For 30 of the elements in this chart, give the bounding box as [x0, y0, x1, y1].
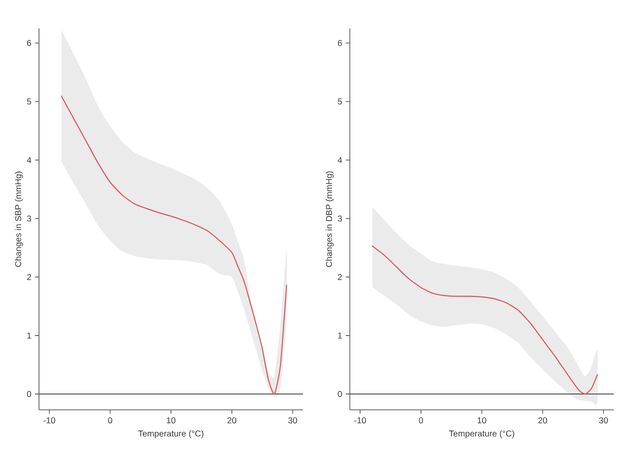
y-axis-title: Changes in SBP (mmHg) [14, 172, 23, 267]
x-tick-label: 20 [538, 417, 548, 424]
x-tick-label: -10 [44, 417, 56, 424]
y-tick-label: 5 [27, 98, 32, 105]
x-tick-label: 0 [108, 417, 112, 424]
y-tick-label: 3 [27, 215, 32, 222]
line-series [372, 245, 598, 395]
line-series [60, 96, 288, 395]
x-tick-label: 30 [599, 417, 608, 424]
x-axis-title: Temperature (°C) [138, 430, 204, 438]
y-tick-label: 0 [338, 390, 342, 398]
y-axis-title: Changes in DBP (mmHg) [326, 171, 334, 267]
y-tick-label: 5 [338, 98, 342, 105]
y-tick-label: 6 [338, 40, 342, 46]
y-tick-label: 2 [338, 274, 342, 280]
y-tick-label: 4 [26, 157, 32, 163]
x-tick-label: -10 [354, 417, 366, 424]
x-tick-label: 0 [418, 417, 424, 424]
y-tick-label: 6 [27, 40, 32, 46]
y-tick-label: 2 [27, 274, 32, 280]
y-tick-label: 1 [27, 332, 32, 338]
x-tick-label: 20 [228, 417, 236, 424]
x-tick-label: 10 [166, 417, 176, 424]
x-tick-label: 30 [288, 417, 298, 424]
y-tick-label: 3 [338, 215, 342, 222]
y-tick-label: 4 [338, 157, 342, 163]
x-tick-label: 10 [478, 417, 486, 424]
y-tick-label: 1 [338, 332, 342, 338]
x-axis-title: Temperature (°C) [449, 430, 514, 438]
y-tick-label: 0 [27, 390, 32, 398]
